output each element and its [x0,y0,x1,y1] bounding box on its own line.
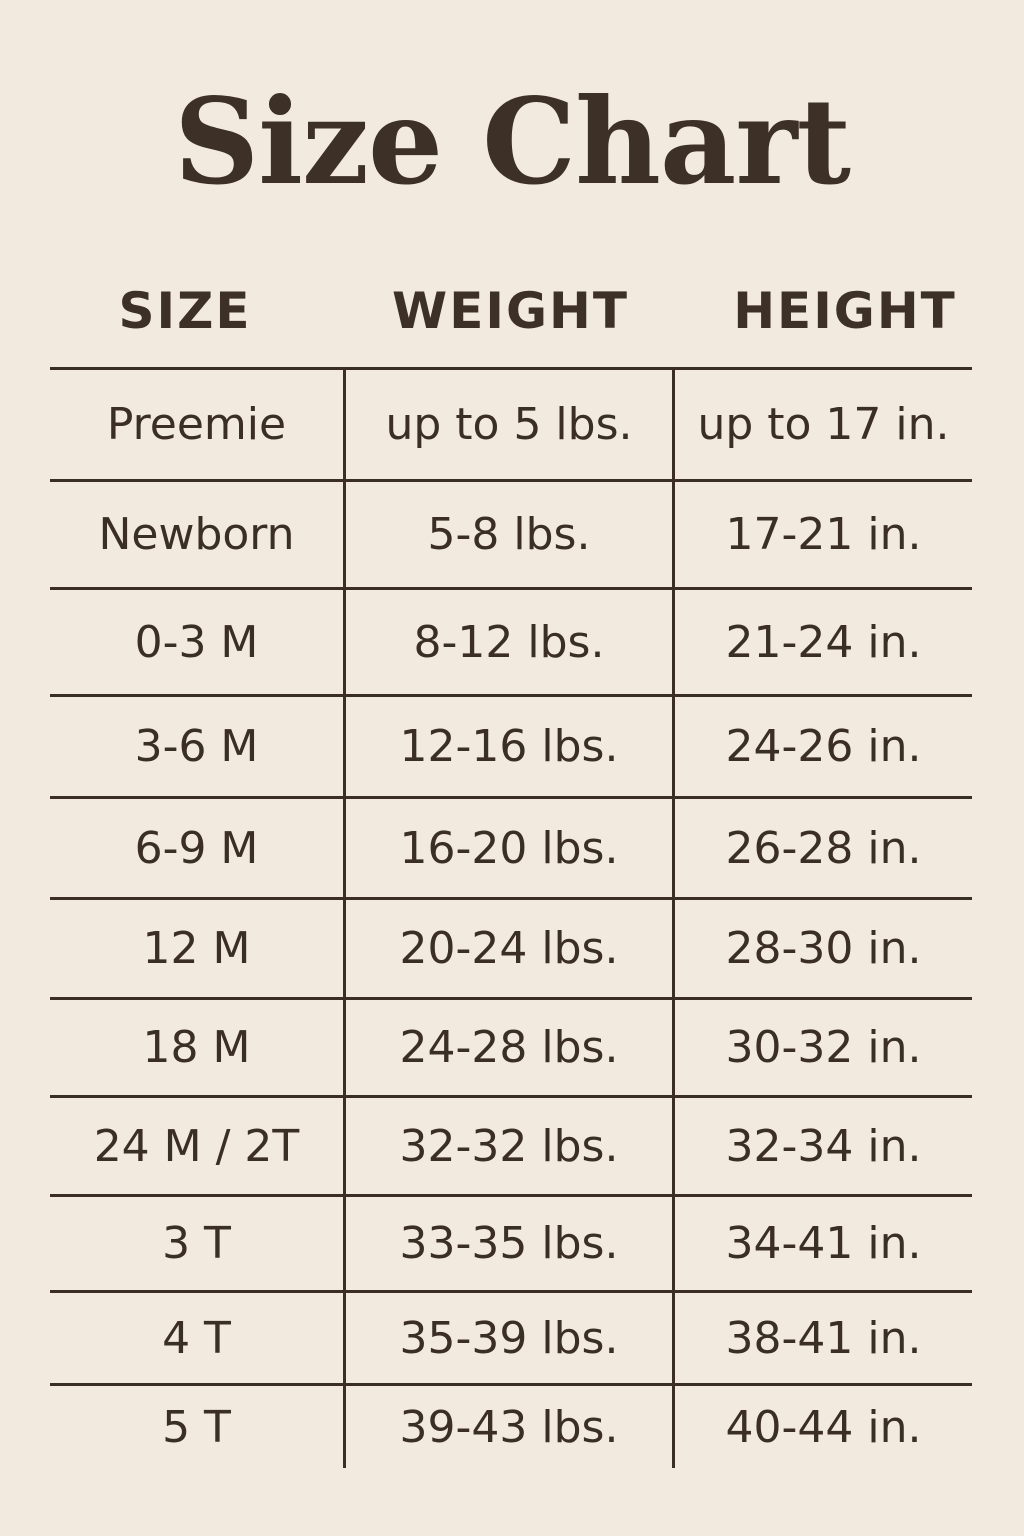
cell-size: 24 M / 2T [50,1098,346,1194]
cell-size: 4 T [50,1293,346,1383]
cell-height: 26-28 in. [725,822,922,874]
cell-height: 21-24 in. [725,616,922,668]
cell-size: 12 M [50,900,346,997]
cell-size: Newborn [50,482,346,587]
table-row: 0-3 M 8-12 lbs. 21-24 in. [50,587,972,694]
cell-size: 18 M [50,1000,346,1095]
cell-weight: up to 5 lbs. [346,370,675,479]
table-row: 6-9 M 16-20 lbs. 26-28 in. [50,796,972,897]
cell-weight: 8-12 lbs. [346,590,675,694]
cell-weight: 20-24 lbs. [346,900,675,997]
table-row: Preemie up to 5 lbs. up to 17 in. [50,367,972,479]
table-row: 18 M 24-28 lbs. 30-32 in. [50,997,972,1095]
cell-size: 3 T [50,1197,346,1290]
cell-weight: 32-32 lbs. [346,1098,675,1194]
cell-size: 5 T [50,1386,346,1468]
table-row: 3 T 33-35 lbs. 34-41 in. [50,1194,972,1290]
page-title: Size Chart [173,72,851,211]
cell-weight: 16-20 lbs. [346,799,675,897]
cell-height: 34-41 in. [725,1218,922,1269]
size-table: Preemie up to 5 lbs. up to 17 in. Newborn 5-… [50,367,972,1468]
cell-height: 28-30 in. [725,923,922,974]
cell-height: 32-34 in. [725,1120,922,1172]
table-row: 24 M / 2T 32-32 lbs. 32-34 in. [50,1095,972,1194]
table-row: 4 T 35-39 lbs. 38-41 in. [50,1290,972,1383]
cell-height: 30-32 in. [725,1022,922,1073]
table-row: Newborn 5-8 lbs. 17-21 in. [50,479,972,587]
table-row: 12 M 20-24 lbs. 28-30 in. [50,897,972,997]
cell-weight: 33-35 lbs. [346,1197,675,1290]
header-weight: WEIGHT [392,282,629,340]
cell-weight: 5-8 lbs. [346,482,675,587]
header-height: HEIGHT [733,282,957,340]
cell-size: 6-9 M [50,799,346,897]
table-row: 5 T 39-43 lbs. 40-44 in. [50,1383,972,1468]
cell-height: 17-21 in. [725,509,922,560]
cell-height: 24-26 in. [725,721,922,772]
cell-height: 40-44 in. [725,1401,922,1453]
cell-size: 0-3 M [50,590,346,694]
cell-weight: 24-28 lbs. [346,1000,675,1095]
cell-height: up to 17 in. [697,399,950,450]
header-size: SIZE [118,282,252,340]
cell-weight: 39-43 lbs. [346,1386,675,1468]
table-row: 3-6 M 12-16 lbs. 24-26 in. [50,694,972,796]
cell-weight: 35-39 lbs. [346,1293,675,1383]
cell-height: 38-41 in. [725,1312,922,1364]
cell-size: Preemie [50,370,346,479]
cell-size: 3-6 M [50,697,346,796]
cell-weight: 12-16 lbs. [346,697,675,796]
